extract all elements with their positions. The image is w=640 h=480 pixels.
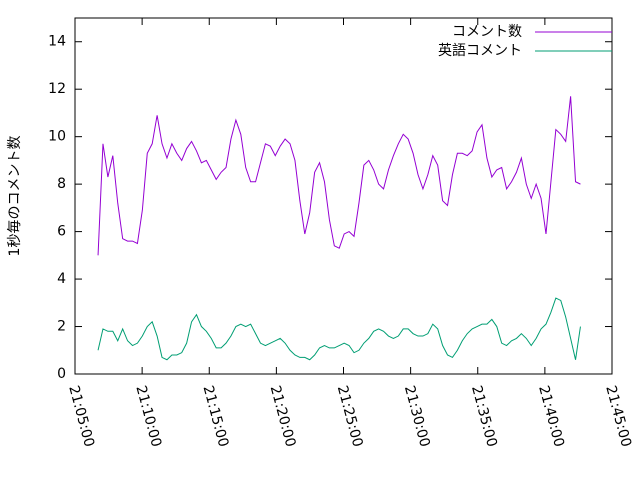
legend-label: 英語コメント bbox=[438, 42, 522, 59]
y-tick-label: 2 bbox=[57, 319, 66, 335]
series-line bbox=[97, 96, 581, 256]
series-line bbox=[97, 297, 581, 361]
y-tick-label: 8 bbox=[57, 176, 66, 192]
y-tick-label: 6 bbox=[57, 224, 66, 240]
y-tick-label: 0 bbox=[57, 366, 66, 382]
y-tick-label: 10 bbox=[48, 129, 66, 145]
y-tick-label: 12 bbox=[48, 81, 66, 97]
y-tick-label: 4 bbox=[57, 271, 66, 287]
y-axis-label: 1秒毎のコメント数 bbox=[7, 136, 23, 257]
plot-border bbox=[74, 17, 613, 375]
legend-label: コメント数 bbox=[452, 24, 522, 40]
y-tick-label: 14 bbox=[48, 34, 66, 50]
